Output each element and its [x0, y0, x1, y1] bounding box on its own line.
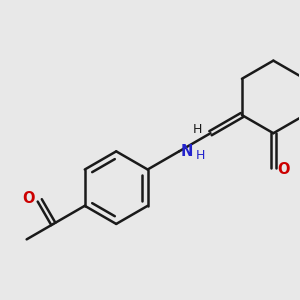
Text: H: H	[196, 148, 205, 162]
Text: O: O	[278, 162, 290, 177]
Text: N: N	[181, 144, 193, 159]
Text: O: O	[22, 191, 35, 206]
Text: H: H	[192, 123, 202, 136]
